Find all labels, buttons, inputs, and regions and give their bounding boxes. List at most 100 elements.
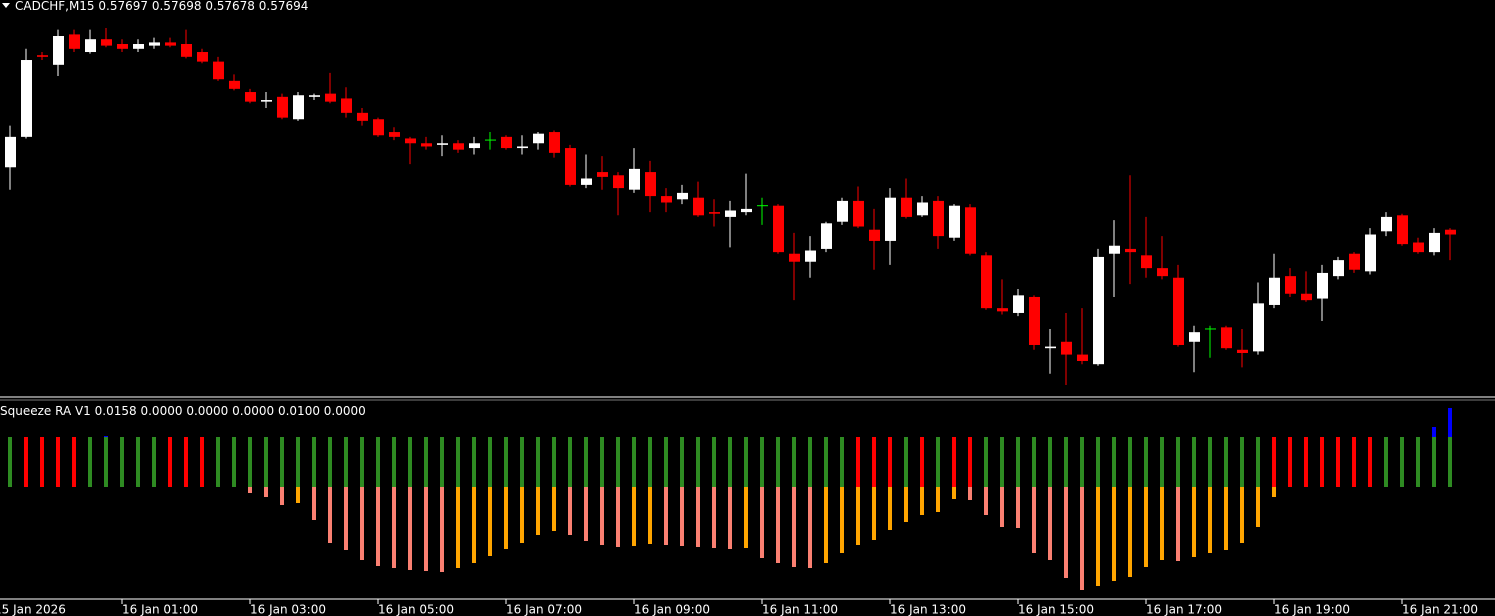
squeeze-bar <box>104 437 108 487</box>
squeeze-bar <box>1336 437 1340 487</box>
candle-body <box>517 146 528 149</box>
candle-body <box>277 96 288 118</box>
squeeze-bar <box>1080 437 1084 487</box>
squeeze-bar <box>1000 437 1004 487</box>
squeeze-bar <box>1112 437 1116 487</box>
momentum-bar <box>984 487 988 515</box>
candle-body <box>421 143 432 147</box>
candle-body <box>1157 268 1168 277</box>
squeeze-bar <box>216 437 220 487</box>
candle-body <box>949 205 960 238</box>
squeeze-bar <box>1016 437 1020 487</box>
candle-body <box>1029 296 1040 345</box>
candle-body <box>373 119 384 136</box>
candle-body <box>261 100 272 102</box>
candle-body <box>693 197 704 216</box>
squeeze-bar <box>568 437 572 487</box>
candle-body <box>165 42 176 46</box>
squeeze-bar <box>392 437 396 487</box>
candle-body <box>1109 245 1120 254</box>
candle-body <box>1285 276 1296 294</box>
indicator-value: 0.0000 <box>324 404 366 418</box>
squeeze-bar <box>936 437 940 487</box>
candle-body <box>725 210 736 217</box>
squeeze-bar <box>1368 437 1372 487</box>
x-tick-label: 16 Jan 21:00 <box>1402 603 1478 616</box>
candle-body <box>69 34 80 49</box>
squeeze-bar <box>296 437 300 487</box>
candle-body <box>1061 341 1072 355</box>
momentum-bar <box>888 487 892 530</box>
candle-body <box>181 44 192 57</box>
x-tick-label: 15 Jan 2026 <box>0 603 66 616</box>
squeeze-bar <box>744 437 748 487</box>
momentum-bar <box>440 487 444 572</box>
squeeze-bar <box>40 437 44 487</box>
candle-body <box>117 44 128 49</box>
candle-body <box>917 202 928 216</box>
menu-triangle[interactable] <box>2 3 10 8</box>
momentum-bar <box>648 487 652 544</box>
momentum-bar <box>392 487 396 568</box>
squeeze-bar <box>856 437 860 487</box>
squeeze-bar <box>1064 437 1068 487</box>
momentum-bar <box>904 487 908 522</box>
momentum-bar <box>600 487 604 545</box>
momentum-bar <box>488 487 492 556</box>
x-tick-label: 16 Jan 15:00 <box>1018 603 1094 616</box>
momentum-bar <box>808 487 812 568</box>
candle-body <box>901 197 912 217</box>
candle-body <box>229 80 240 89</box>
momentum-bar <box>632 487 636 546</box>
momentum-bar <box>328 487 332 543</box>
momentum-bar <box>1160 487 1164 560</box>
momentum-bar <box>1112 487 1116 581</box>
squeeze-bar <box>600 437 604 487</box>
squeeze-bar <box>1192 437 1196 487</box>
momentum-bar <box>936 487 940 512</box>
indicator-value: 0.0000 <box>186 404 228 418</box>
momentum-bar <box>584 487 588 541</box>
momentum-bar <box>520 487 524 543</box>
squeeze-bar <box>408 437 412 487</box>
squeeze-bar <box>616 437 620 487</box>
candle-body <box>1317 272 1328 299</box>
candle-body <box>1221 327 1232 349</box>
squeeze-bar <box>760 437 764 487</box>
candle-body <box>309 95 320 97</box>
candle-body <box>709 212 720 214</box>
squeeze-bar <box>136 437 140 487</box>
squeeze-bar <box>728 437 732 487</box>
squeeze-bar <box>1416 437 1420 487</box>
squeeze-bar <box>248 437 252 487</box>
candle-body <box>405 138 416 144</box>
candle-body <box>5 136 16 168</box>
candle-body <box>1077 354 1088 361</box>
candle-body <box>341 98 352 113</box>
momentum-bar <box>248 487 252 493</box>
squeeze-bar <box>440 437 444 487</box>
squeeze-bar <box>520 437 524 487</box>
squeeze-bar <box>968 437 972 487</box>
candle-body <box>1413 242 1424 253</box>
candle-body <box>1333 260 1344 277</box>
indicator-value: 0.0000 <box>140 404 182 418</box>
candle-body <box>965 207 976 254</box>
candle-body <box>389 132 400 137</box>
candle-body <box>501 136 512 149</box>
candle-body <box>597 172 608 177</box>
squeeze-bar <box>1160 437 1164 487</box>
momentum-bar <box>312 487 316 520</box>
squeeze-bar <box>8 437 12 487</box>
candle-body <box>789 253 800 262</box>
momentum-bar <box>1048 487 1052 560</box>
candle-body <box>1253 303 1264 352</box>
momentum-bar <box>1096 487 1100 586</box>
squeeze-bar <box>536 437 540 487</box>
candle-body <box>869 229 880 241</box>
momentum-bar <box>504 487 508 549</box>
squeeze-bar <box>808 437 812 487</box>
indicator-value: 0.0000 <box>232 404 274 418</box>
squeeze-bar <box>872 437 876 487</box>
squeeze-bar <box>1128 437 1132 487</box>
